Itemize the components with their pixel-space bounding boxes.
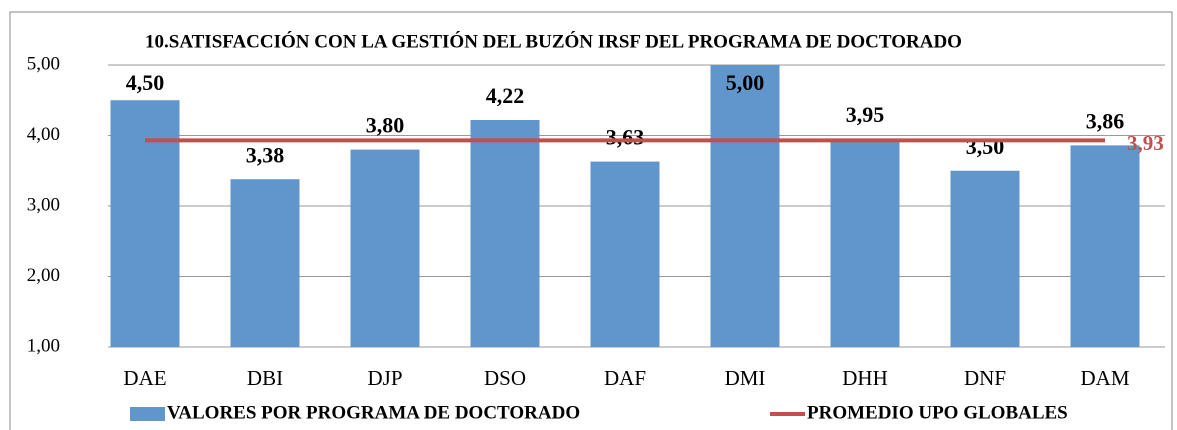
legend-label: VALORES POR PROGRAMA DE DOCTORADO bbox=[167, 402, 580, 423]
bar bbox=[590, 161, 660, 347]
data-label: 4,50 bbox=[126, 70, 165, 95]
legend-label: PROMEDIO UPO GLOBALES bbox=[807, 402, 1068, 423]
y-tick-label: 1,00 bbox=[27, 335, 60, 356]
x-tick-label: DBI bbox=[247, 366, 283, 390]
y-tick-label: 3,00 bbox=[27, 194, 60, 215]
bar bbox=[110, 100, 180, 347]
chart-frame bbox=[9, 11, 1173, 430]
data-label: 5,00 bbox=[726, 70, 765, 95]
x-tick-label: DSO bbox=[484, 366, 526, 390]
data-label: 3,95 bbox=[846, 102, 885, 127]
data-label: 4,22 bbox=[486, 83, 525, 108]
bar bbox=[950, 170, 1020, 347]
bar bbox=[830, 139, 900, 347]
bar bbox=[710, 65, 780, 347]
x-tick-label: DAE bbox=[123, 366, 166, 390]
x-tick-label: DHH bbox=[842, 366, 888, 390]
bar bbox=[470, 119, 540, 348]
legend-swatch bbox=[130, 407, 165, 421]
bar bbox=[230, 179, 300, 347]
data-label: 3,80 bbox=[366, 113, 405, 138]
data-label: 3,86 bbox=[1086, 108, 1125, 133]
y-tick-label: 4,00 bbox=[27, 124, 60, 145]
x-tick-label: DAM bbox=[1080, 366, 1129, 390]
y-tick-label: 5,00 bbox=[27, 53, 60, 74]
chart-title: 10.SATISFACCIÓN CON LA GESTIÓN DEL BUZÓN… bbox=[145, 30, 962, 52]
x-tick-label: DJP bbox=[367, 366, 402, 390]
x-tick-label: DMI bbox=[725, 366, 766, 390]
y-tick-label: 2,00 bbox=[27, 265, 60, 286]
data-label: 3,50 bbox=[966, 134, 1005, 159]
bar bbox=[350, 149, 420, 347]
line-label: 3,93 bbox=[1127, 131, 1164, 155]
x-tick-label: DAF bbox=[604, 366, 646, 390]
data-label: 3,38 bbox=[246, 142, 285, 167]
x-tick-label: DNF bbox=[964, 366, 1006, 390]
data-label: 3,63 bbox=[606, 125, 645, 150]
bar bbox=[1070, 145, 1140, 347]
